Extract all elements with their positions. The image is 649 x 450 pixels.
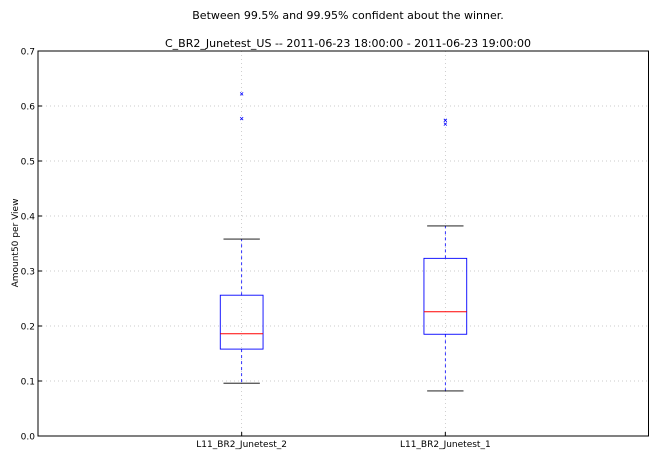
y-tick-label: 0.1	[21, 378, 35, 388]
outlier-point	[443, 118, 448, 123]
chart-subtitle: C_BR2_Junetest_US -- 2011-06-23 18:00:00…	[165, 37, 531, 50]
y-tick-label: 0.0	[21, 433, 36, 443]
plot-area-frame	[37, 50, 649, 437]
iqr-box	[219, 294, 264, 350]
chart-title: Between 99.5% and 99.95% confident about…	[192, 9, 503, 22]
y-tick-label: 0.6	[21, 103, 36, 113]
x-tick-label: L11_BR2_Junetest_2	[196, 440, 287, 450]
y-axis-ticks: 0.0 0.1 0.2 0.3 0.4 0.5 0.6 0.7	[21, 48, 42, 443]
x-tick-label: L11_BR2_Junetest_1	[400, 440, 491, 450]
x-axis-ticks: L11_BR2_Junetest_2 L11_BR2_Junetest_1	[196, 432, 491, 450]
outlier-point	[239, 116, 244, 121]
y-tick-label: 0.3	[21, 268, 35, 278]
iqr-box	[423, 257, 468, 335]
boxes	[219, 92, 468, 392]
outlier-point	[239, 92, 244, 96]
y-axis-label: Amount50 per View	[11, 199, 21, 288]
outlier-point	[443, 122, 448, 126]
y-tick-label: 0.4	[21, 213, 36, 223]
y-tick-label: 0.2	[21, 323, 35, 333]
box-2	[423, 118, 468, 392]
y-tick-label: 0.5	[21, 158, 35, 168]
grid-lines	[38, 51, 649, 436]
y-tick-label: 0.7	[21, 48, 35, 58]
box-1	[219, 92, 264, 384]
